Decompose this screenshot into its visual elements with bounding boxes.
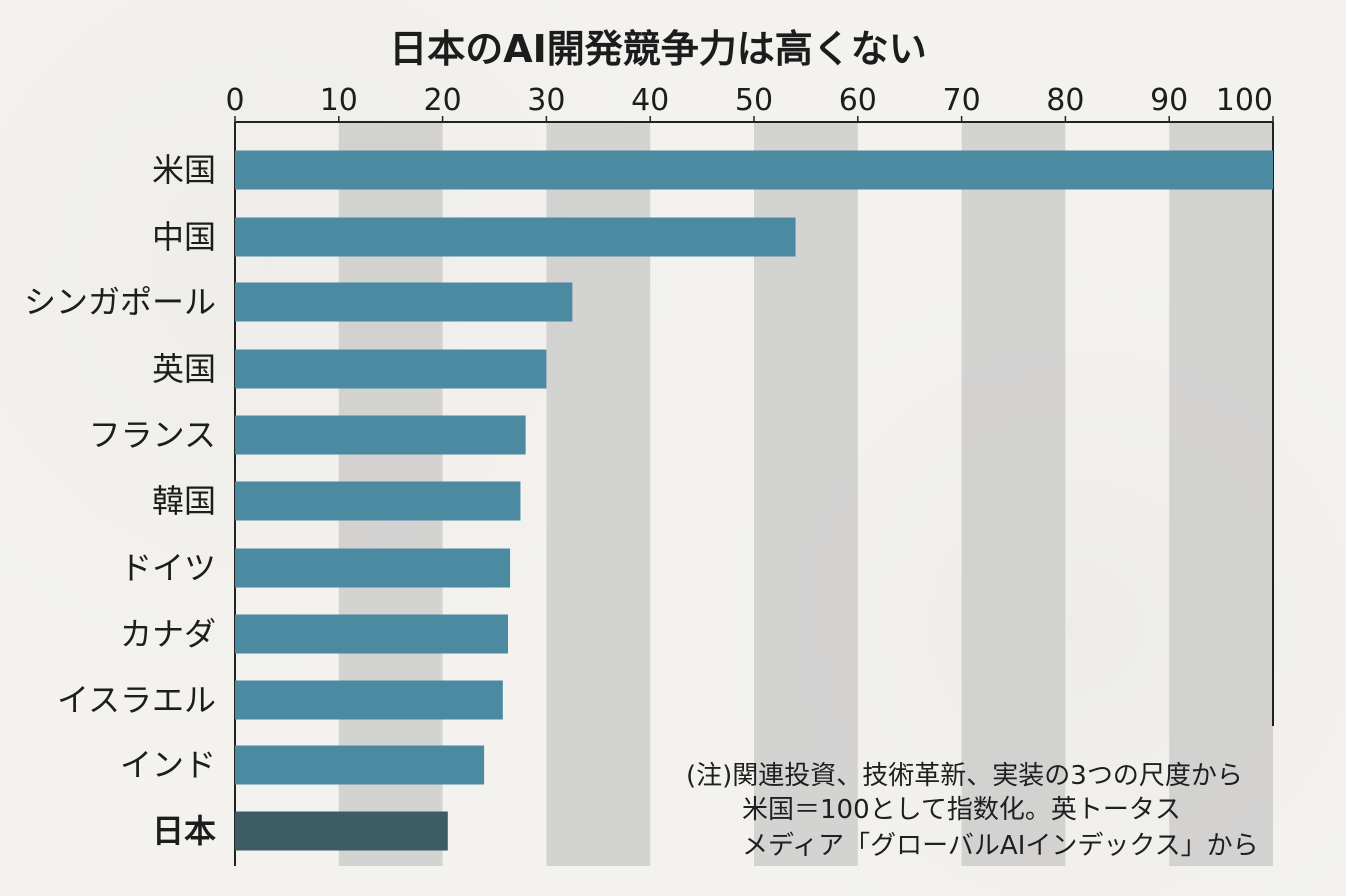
bar-9 [235, 745, 485, 785]
x-tick-label: 100 [1216, 83, 1273, 118]
x-tick-label: 40 [631, 83, 669, 118]
x-tick-label: 10 [320, 83, 358, 118]
x-axis-tick-labels: 0 10 20 30 40 50 60 70 80 90 100 [225, 83, 1273, 118]
x-tick-label: 90 [1150, 83, 1188, 118]
category-label-10: 日本 [152, 812, 216, 850]
bar-5 [235, 481, 521, 521]
category-label-2: シンガポール [24, 283, 216, 321]
band-70-80 [961, 122, 1066, 866]
category-label-5: 韓国 [152, 482, 216, 520]
chart-title: 日本のAI開発競争力は高くない [389, 27, 927, 71]
category-label-6: ドイツ [120, 549, 216, 587]
x-tick-label: 20 [424, 83, 462, 118]
category-label-0: 米国 [152, 151, 216, 189]
note-line-1: 米国＝100として指数化。英トータス [742, 795, 1181, 825]
data-bars [235, 150, 1273, 851]
category-label-4: フランス [89, 416, 216, 454]
chart-note: (注)関連投資、技術革新、実装の3つの尺度から米国＝100として指数化。英トータ… [686, 761, 1259, 861]
x-tick-label: 0 [225, 83, 244, 118]
x-tick-label: 80 [1046, 83, 1084, 118]
x-tick-label: 60 [839, 83, 877, 118]
bar-4 [235, 415, 526, 455]
bar-2 [235, 282, 573, 322]
category-label-7: カナダ [120, 615, 216, 653]
x-tick-label: 70 [943, 83, 981, 118]
bar-6 [235, 548, 511, 588]
note-line-2: メディア「グローバルAIインデックス」から [742, 831, 1259, 861]
bar-1 [235, 217, 796, 257]
bar-3 [235, 349, 547, 389]
band-90-100 [1169, 122, 1273, 866]
x-tick-label: 30 [527, 83, 565, 118]
x-tick-label: 50 [735, 83, 773, 118]
category-label-9: インド [120, 746, 216, 784]
bar-10 [235, 811, 448, 851]
category-label-8: イスラエル [57, 681, 216, 719]
category-label-3: 英国 [152, 350, 216, 388]
bar-7 [235, 614, 508, 654]
bar-8 [235, 680, 503, 720]
bar-0 [235, 150, 1273, 190]
category-label-1: 中国 [152, 218, 216, 256]
note-line-0: (注)関連投資、技術革新、実装の3つの尺度から [686, 761, 1243, 791]
